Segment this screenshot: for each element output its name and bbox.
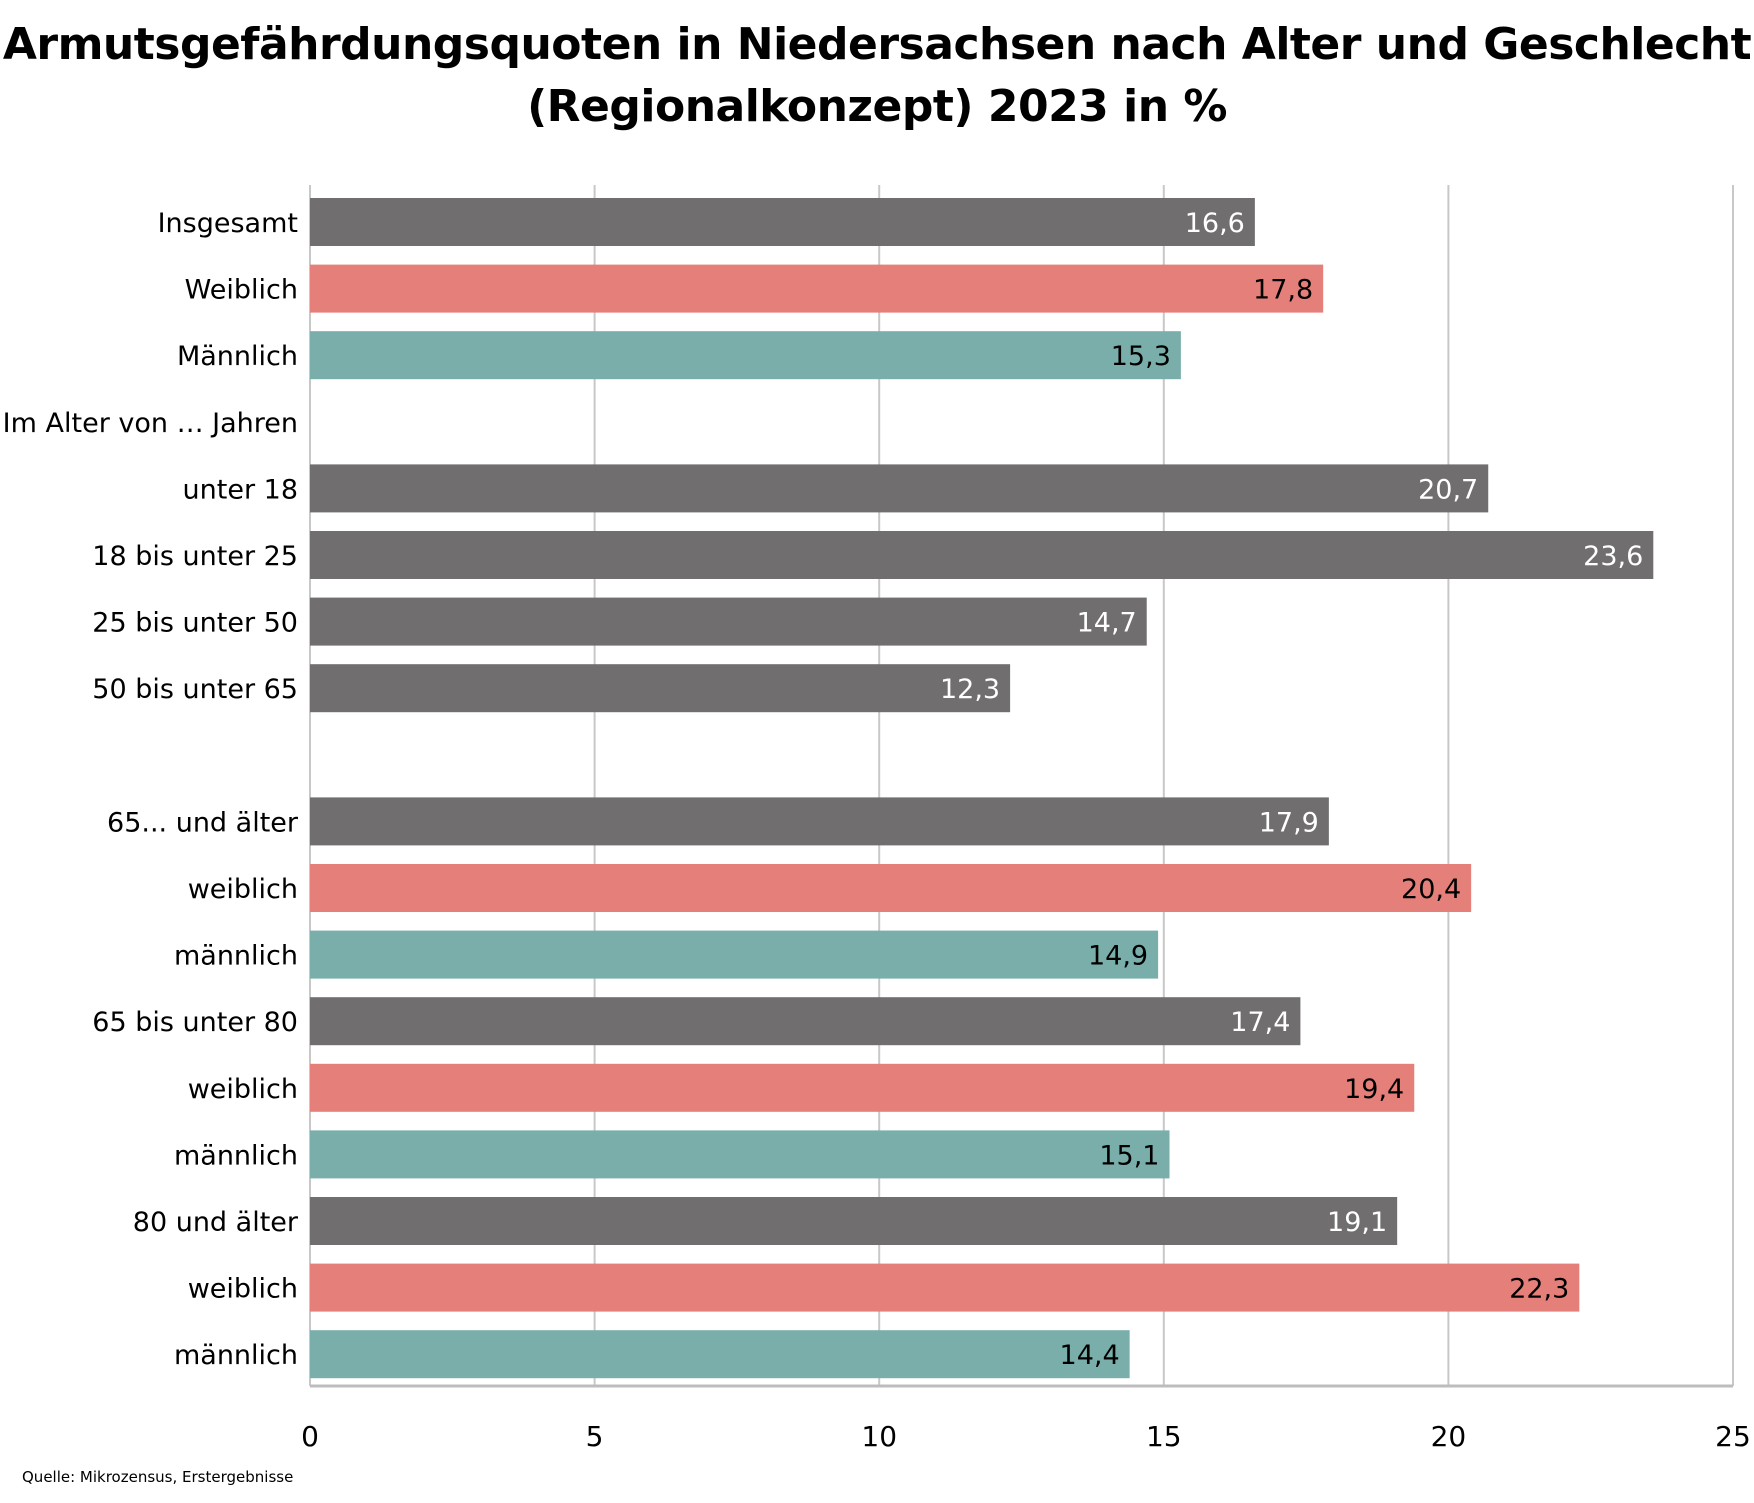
data-label: 22,3 — [1509, 1274, 1569, 1305]
bar-female — [310, 1263, 1580, 1312]
data-label: 17,8 — [1253, 275, 1313, 306]
bar-total — [310, 198, 1255, 246]
category-label: männlich — [174, 1340, 298, 1371]
bar-male — [310, 930, 1159, 979]
data-label: 17,4 — [1230, 1007, 1290, 1038]
category-label: weiblich — [188, 874, 298, 905]
bar-total — [310, 597, 1147, 646]
bar-total — [310, 1197, 1398, 1245]
category-label: männlich — [174, 941, 298, 972]
x-tick-label: 0 — [301, 1420, 319, 1453]
data-label: 20,7 — [1418, 474, 1478, 505]
data-label: 14,7 — [1077, 608, 1137, 639]
bar-female — [310, 1063, 1415, 1112]
source-note: Quelle: Mikrozensus, Erstergebnisse — [22, 1468, 294, 1486]
bar-total — [310, 997, 1301, 1046]
bar-male — [310, 331, 1181, 380]
title-line-2: (Regionalkonzept) 2023 in % — [527, 81, 1227, 132]
x-tick-label: 20 — [1431, 1420, 1467, 1453]
data-label: 15,3 — [1111, 341, 1171, 372]
category-label: unter 18 — [183, 474, 298, 505]
category-label: Insgesamt — [158, 208, 298, 239]
data-label: 16,6 — [1185, 208, 1245, 239]
category-label: 25 bis unter 50 — [92, 608, 298, 639]
data-label: 19,1 — [1327, 1207, 1387, 1238]
x-tick-label: 25 — [1715, 1420, 1751, 1453]
category-label: 50 bis unter 65 — [92, 674, 298, 705]
x-tick-label: 15 — [1146, 1420, 1182, 1453]
bar-total — [310, 464, 1489, 513]
chart-title: Armutsgefährdungsquoten in Niedersachsen… — [0, 14, 1754, 138]
category-label: 65 bis unter 80 — [92, 1007, 298, 1038]
bar-female — [310, 864, 1472, 912]
data-label: 20,4 — [1401, 874, 1461, 905]
data-label: 14,4 — [1060, 1340, 1120, 1371]
bar-total — [310, 531, 1654, 579]
category-label: männlich — [174, 1140, 298, 1171]
category-label: 80 und älter — [133, 1207, 299, 1238]
data-label: 23,6 — [1583, 541, 1643, 572]
bar-total — [310, 664, 1011, 713]
bar-male — [310, 1130, 1170, 1179]
bar-male — [310, 1330, 1130, 1379]
data-label: 17,9 — [1259, 807, 1319, 838]
title-line-1: Armutsgefährdungsquoten in Niedersachsen… — [2, 19, 1752, 70]
category-label: 18 bis unter 25 — [92, 541, 298, 572]
category-label: weiblich — [188, 1274, 298, 1305]
bar-total — [310, 797, 1329, 846]
x-tick-label: 5 — [586, 1420, 604, 1453]
category-label: Weiblich — [185, 275, 298, 306]
x-tick-label: 10 — [861, 1420, 897, 1453]
category-label: 65... und älter — [107, 807, 299, 838]
category-label: Männlich — [177, 341, 298, 372]
category-label: weiblich — [188, 1074, 298, 1105]
data-label: 14,9 — [1088, 941, 1148, 972]
data-label: 19,4 — [1344, 1074, 1404, 1105]
data-label: 12,3 — [940, 674, 1000, 705]
category-label: Im Alter von … Jahren — [3, 408, 298, 439]
bar-female — [310, 264, 1324, 313]
data-label: 15,1 — [1099, 1140, 1159, 1171]
